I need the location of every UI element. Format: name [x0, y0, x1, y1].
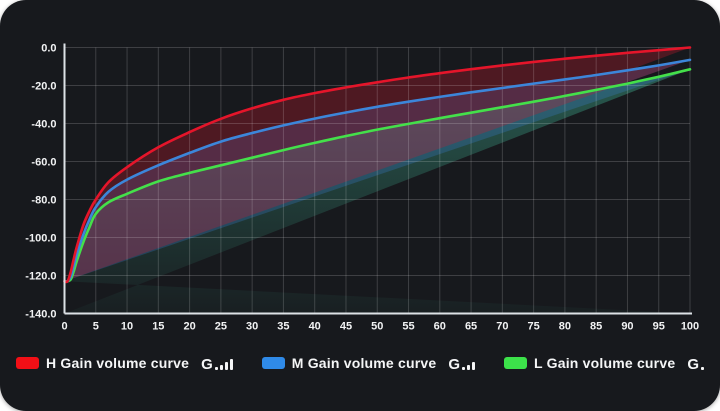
- y-tick-label: -60.0: [31, 157, 56, 169]
- y-tick-label: -80.0: [31, 195, 56, 207]
- x-tick-label: 0: [61, 321, 67, 333]
- x-tick-label: 75: [528, 321, 540, 333]
- volume-curve-chart: 0.0 -20.0 -40.0 -60.0 -80.0 -100.0 -120.0 -140.…: [25, 43, 699, 333]
- x-tick-label: 25: [215, 321, 227, 333]
- x-tick-label: 10: [121, 321, 133, 333]
- x-tick-label: 35: [277, 321, 289, 333]
- legend-label: M Gain volume curve: [291, 355, 437, 371]
- x-tick-label: 95: [653, 321, 665, 333]
- y-tick-label: 0.0: [41, 43, 56, 55]
- h-gain-curve: [63, 46, 692, 284]
- legend-item-l-gain[interactable]: L Gain volume curve G: [504, 355, 704, 372]
- x-tick-label: 70: [496, 321, 508, 333]
- l-gain-curve: [63, 68, 692, 283]
- legend-label: L Gain volume curve: [534, 355, 676, 371]
- legend-item-m-gain[interactable]: M Gain volume curve G: [261, 355, 476, 372]
- x-tick-label: 20: [183, 321, 195, 333]
- x-tick-label: 50: [371, 321, 383, 333]
- legend-swatch: [16, 357, 39, 369]
- x-tick-label: 60: [434, 321, 446, 333]
- l-gain-band-fill: [64, 69, 690, 314]
- y-tick-label: -140.0: [25, 309, 56, 321]
- chart-area: 0.0 -20.0 -40.0 -60.0 -80.0 -100.0 -120.0 -140.…: [25, 43, 699, 333]
- gain-signal-icon: G: [201, 356, 233, 372]
- legend-label: H Gain volume curve: [46, 355, 190, 371]
- x-tick-label: 100: [681, 321, 699, 333]
- m-gain-band-fill: [64, 59, 690, 282]
- x-tick-label: 80: [559, 321, 571, 333]
- y-tick-label: -40.0: [31, 119, 56, 131]
- legend-swatch: [504, 357, 528, 369]
- x-tick-label: 5: [93, 321, 99, 333]
- y-tick-label: -120.0: [25, 271, 56, 283]
- x-tick-label: 55: [402, 321, 414, 333]
- h-gain-band-fill: [64, 47, 690, 282]
- m-gain-curve: [63, 58, 692, 283]
- x-tick-label: 65: [465, 321, 477, 333]
- x-tick-label: 40: [309, 321, 321, 333]
- gain-signal-icon: G: [687, 356, 704, 372]
- gain-signal-icon: G: [448, 356, 476, 372]
- legend-item-h-gain[interactable]: H Gain volume curve G: [16, 355, 233, 372]
- legend-swatch: [261, 357, 285, 369]
- x-tick-label: 15: [152, 321, 164, 333]
- y-tick-label: -20.0: [31, 81, 56, 93]
- x-tick-label: 45: [340, 321, 352, 333]
- x-tick-label: 85: [590, 321, 602, 333]
- legend: H Gain volume curve G M Gain volume curve G…: [16, 350, 710, 376]
- x-tick-label: 30: [246, 321, 258, 333]
- y-tick-label: -100.0: [25, 233, 56, 245]
- x-tick-label: 90: [621, 321, 633, 333]
